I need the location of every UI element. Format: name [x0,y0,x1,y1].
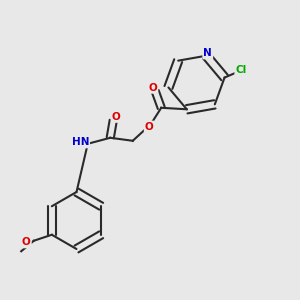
Text: O: O [112,112,121,122]
Text: HN: HN [71,137,89,147]
Text: Cl: Cl [236,65,247,75]
Text: O: O [148,83,157,93]
Text: O: O [22,237,31,247]
Text: N: N [203,48,212,58]
Text: O: O [145,122,154,132]
